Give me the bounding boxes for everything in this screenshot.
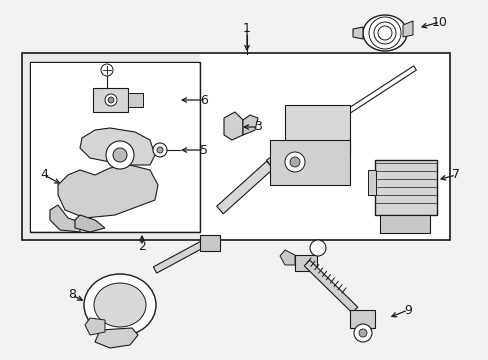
Bar bbox=[285, 105, 349, 155]
Polygon shape bbox=[85, 318, 105, 335]
Circle shape bbox=[106, 141, 134, 169]
Text: 5: 5 bbox=[200, 144, 207, 157]
Circle shape bbox=[105, 94, 117, 106]
Bar bbox=[30, 62, 200, 232]
Bar bbox=[200, 235, 220, 251]
Bar bbox=[374, 160, 436, 215]
Polygon shape bbox=[80, 128, 155, 165]
Text: 7: 7 bbox=[451, 168, 459, 181]
Polygon shape bbox=[402, 21, 412, 37]
Bar bbox=[269, 140, 349, 185]
Text: 10: 10 bbox=[431, 15, 447, 28]
Polygon shape bbox=[75, 215, 105, 232]
Ellipse shape bbox=[84, 274, 156, 336]
Text: 2: 2 bbox=[138, 239, 145, 252]
Circle shape bbox=[309, 240, 325, 256]
Polygon shape bbox=[153, 240, 206, 273]
Circle shape bbox=[353, 324, 371, 342]
Polygon shape bbox=[224, 112, 243, 140]
Bar bbox=[93, 88, 128, 112]
Polygon shape bbox=[243, 115, 258, 135]
Bar bbox=[294, 255, 316, 271]
Circle shape bbox=[101, 64, 113, 76]
Circle shape bbox=[153, 143, 167, 157]
Text: 6: 6 bbox=[200, 94, 207, 107]
Polygon shape bbox=[280, 250, 294, 265]
Bar bbox=[200, 54, 448, 239]
Polygon shape bbox=[58, 165, 158, 218]
Polygon shape bbox=[352, 27, 362, 39]
Polygon shape bbox=[95, 328, 138, 348]
Circle shape bbox=[108, 97, 114, 103]
Bar bbox=[367, 170, 375, 195]
Ellipse shape bbox=[94, 283, 146, 327]
Circle shape bbox=[113, 148, 127, 162]
Polygon shape bbox=[50, 205, 80, 232]
Circle shape bbox=[157, 147, 163, 153]
Ellipse shape bbox=[362, 15, 406, 51]
Bar bbox=[22, 53, 449, 240]
Polygon shape bbox=[333, 66, 415, 122]
Text: 8: 8 bbox=[68, 288, 76, 302]
Text: 1: 1 bbox=[243, 22, 250, 35]
Bar bbox=[379, 215, 429, 233]
Circle shape bbox=[285, 152, 305, 172]
Bar bbox=[349, 310, 374, 328]
Polygon shape bbox=[266, 115, 338, 170]
Circle shape bbox=[289, 157, 299, 167]
Polygon shape bbox=[304, 260, 357, 313]
Circle shape bbox=[358, 329, 366, 337]
Bar bbox=[128, 93, 142, 107]
Text: 4: 4 bbox=[40, 168, 48, 181]
Text: 9: 9 bbox=[403, 303, 411, 316]
Bar bbox=[31, 63, 199, 231]
Text: 3: 3 bbox=[254, 121, 262, 134]
Polygon shape bbox=[216, 161, 273, 214]
